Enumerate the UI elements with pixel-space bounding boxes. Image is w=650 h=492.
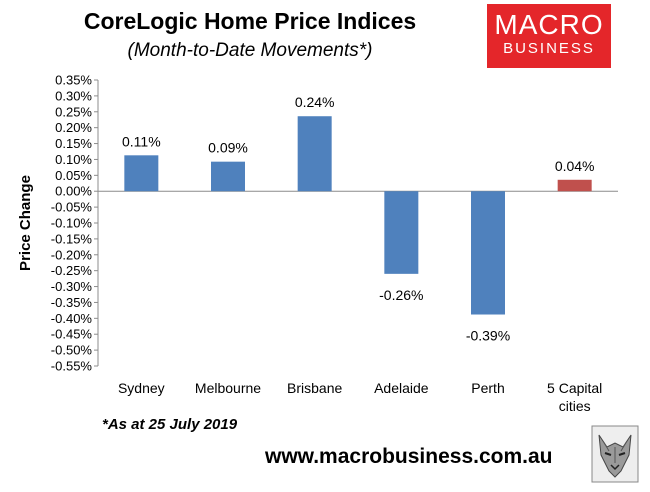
bar — [557, 179, 592, 192]
data-label: 0.11% — [122, 133, 161, 149]
x-tick-label: Brisbane — [287, 380, 342, 396]
macrobusiness-logo: MACRO BUSINESS — [487, 4, 611, 68]
x-tick-label: Adelaide — [374, 380, 429, 396]
x-tick-label-line: Sydney — [118, 380, 165, 396]
x-tick-label-line: Melbourne — [195, 380, 261, 396]
x-tick-label-line: Adelaide — [374, 380, 429, 396]
y-tick-label: -0.40% — [51, 311, 93, 326]
logo-line-1: MACRO — [494, 9, 604, 40]
y-tick-label: -0.35% — [51, 295, 93, 310]
bar — [297, 116, 332, 192]
website-url: www.macrobusiness.com.au — [265, 445, 553, 468]
wolf-icon — [591, 425, 639, 483]
y-tick-label: -0.45% — [51, 327, 93, 342]
chart-subtitle: (Month-to-Date Movements*) — [127, 40, 373, 61]
bar — [211, 161, 245, 192]
bar — [124, 155, 159, 192]
y-tick-label: -0.15% — [51, 231, 93, 246]
data-label: 0.24% — [295, 94, 335, 110]
bar — [384, 191, 419, 274]
y-axis-title: Price Change — [17, 175, 34, 271]
data-label: 0.04% — [555, 158, 595, 174]
data-label: 0.09% — [208, 140, 248, 156]
data-label: -0.26% — [379, 287, 423, 303]
chart-title: CoreLogic Home Price Indices — [83, 8, 417, 34]
y-tick-label: 0.15% — [55, 136, 92, 151]
footnote: *As at 25 July 2019 — [102, 416, 238, 433]
x-tick-label-line: 5 Capital — [547, 380, 602, 396]
x-tick-label: 5 Capital cities — [547, 380, 602, 414]
y-tick-label: -0.25% — [51, 263, 93, 278]
y-tick-label: 0.35% — [55, 73, 92, 88]
x-tick-label-line: cities — [559, 398, 591, 414]
data-label: -0.39% — [466, 328, 510, 344]
y-tick-label: -0.10% — [51, 216, 93, 231]
y-tick-label: -0.50% — [51, 343, 93, 358]
y-tick-label: 0.25% — [55, 104, 92, 119]
y-tick-label: 0.30% — [55, 88, 92, 103]
y-tick-label: 0.00% — [55, 184, 92, 199]
x-tick-label: Perth — [471, 380, 504, 396]
y-tick-label: -0.20% — [51, 247, 93, 262]
x-tick-label: Sydney — [118, 380, 165, 396]
y-tick-label: 0.10% — [55, 152, 92, 167]
y-tick-label: -0.30% — [51, 279, 93, 294]
logo-line-2: BUSINESS — [503, 40, 595, 57]
x-tick-label-line: Brisbane — [287, 380, 342, 396]
y-tick-label: -0.05% — [51, 200, 93, 215]
bar — [471, 191, 505, 315]
x-tick-label-line: Perth — [471, 380, 504, 396]
y-tick-label: -0.55% — [51, 359, 93, 374]
y-tick-label: 0.05% — [55, 168, 92, 183]
y-tick-label: 0.20% — [55, 120, 92, 135]
x-tick-label: Melbourne — [195, 380, 261, 396]
